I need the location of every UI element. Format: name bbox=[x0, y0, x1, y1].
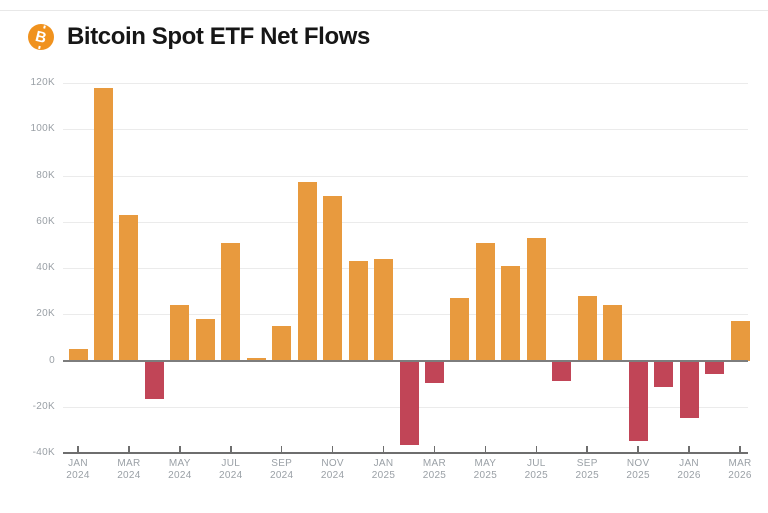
y-axis-label: 120K bbox=[30, 77, 55, 88]
bar-apr-2024 bbox=[144, 362, 164, 399]
bar-may-2025 bbox=[475, 242, 495, 361]
x-axis-label: NOV 2024 bbox=[320, 458, 345, 481]
y-axis-label: 0 bbox=[49, 354, 55, 366]
top-divider bbox=[0, 10, 768, 11]
bar-oct-2025 bbox=[603, 305, 623, 361]
x-axis-label: JUL 2025 bbox=[524, 458, 549, 481]
gridline-120K bbox=[63, 83, 748, 84]
bar-mar-2024 bbox=[119, 214, 139, 361]
x-axis-tick bbox=[484, 446, 487, 452]
x-axis-label: SEP 2025 bbox=[575, 458, 599, 481]
x-axis-line bbox=[63, 452, 748, 454]
y-axis-label: 80K bbox=[36, 169, 55, 181]
bar-jun-2025 bbox=[501, 265, 521, 361]
page-title: Bitcoin Spot ETF Net Flows bbox=[67, 23, 370, 50]
bar-dec-2024 bbox=[348, 261, 368, 361]
bar-nov-2024 bbox=[323, 196, 343, 361]
bar-oct-2024 bbox=[297, 182, 317, 361]
x-axis-tick bbox=[433, 446, 436, 452]
y-axis-label: 100K bbox=[30, 123, 55, 135]
zero-baseline bbox=[63, 359, 748, 362]
bar-mar-2026 bbox=[730, 321, 750, 361]
chart-header: B Bitcoin Spot ETF Net Flows bbox=[28, 23, 370, 51]
x-axis-label: JAN 2024 bbox=[66, 458, 90, 481]
x-axis-tick bbox=[280, 446, 283, 452]
gridline-40K bbox=[63, 268, 748, 269]
x-axis-label: NOV 2025 bbox=[626, 458, 650, 481]
bar-aug-2024 bbox=[246, 358, 266, 361]
x-axis-tick bbox=[637, 446, 639, 452]
y-axis-label: -40K bbox=[32, 447, 55, 458]
bar-dec-2025 bbox=[654, 362, 674, 388]
bar-jun-2024 bbox=[195, 318, 215, 361]
bar-jan-2026 bbox=[679, 362, 699, 418]
bar-sep-2024 bbox=[272, 325, 292, 361]
bar-mar-2025 bbox=[424, 362, 444, 383]
y-axis-label: 40K bbox=[36, 262, 55, 273]
bar-nov-2025 bbox=[628, 362, 648, 441]
bar-feb-2024 bbox=[93, 87, 113, 361]
x-axis-tick bbox=[382, 446, 385, 452]
bar-aug-2025 bbox=[552, 362, 572, 381]
x-axis-label: MAR 2026 bbox=[728, 458, 752, 481]
x-axis-tick bbox=[128, 446, 130, 452]
y-axis-label: -20K bbox=[32, 400, 55, 412]
bar-apr-2025 bbox=[450, 298, 470, 361]
x-axis-label: JUL 2024 bbox=[219, 458, 243, 481]
x-axis-label: MAY 2024 bbox=[168, 458, 192, 481]
bar-feb-2026 bbox=[705, 362, 725, 374]
gridline-80K bbox=[63, 175, 748, 177]
x-axis-tick bbox=[586, 446, 588, 452]
x-axis-tick bbox=[688, 446, 690, 452]
x-axis-tick bbox=[230, 446, 232, 452]
bar-jul-2025 bbox=[526, 237, 546, 361]
x-axis-label: JAN 2026 bbox=[677, 458, 701, 481]
y-axis-label: 60K bbox=[36, 215, 55, 227]
x-axis-label: JAN 2025 bbox=[371, 458, 396, 481]
bar-feb-2025 bbox=[399, 362, 419, 446]
y-axis-label: 20K bbox=[36, 308, 55, 320]
x-axis-tick bbox=[739, 446, 741, 452]
gridline-100K bbox=[63, 129, 748, 131]
x-axis-tick bbox=[179, 446, 181, 452]
x-axis-tick bbox=[77, 446, 79, 452]
gridline-20K bbox=[63, 314, 748, 316]
bar-may-2024 bbox=[170, 305, 190, 361]
bar-jan-2024 bbox=[68, 348, 88, 361]
x-axis-label: MAY 2025 bbox=[473, 458, 498, 481]
x-axis-label: MAR 2024 bbox=[117, 458, 141, 481]
bar-jul-2024 bbox=[221, 242, 241, 361]
bar-sep-2025 bbox=[577, 295, 597, 361]
bitcoin-icon: B bbox=[28, 24, 54, 50]
x-axis-tick bbox=[331, 446, 334, 452]
x-axis-tick bbox=[535, 446, 538, 452]
x-axis-label: SEP 2024 bbox=[269, 458, 294, 481]
x-axis-label: MAR 2025 bbox=[422, 458, 447, 481]
gridline-60K bbox=[63, 221, 748, 223]
bar-jan-2025 bbox=[374, 258, 394, 361]
